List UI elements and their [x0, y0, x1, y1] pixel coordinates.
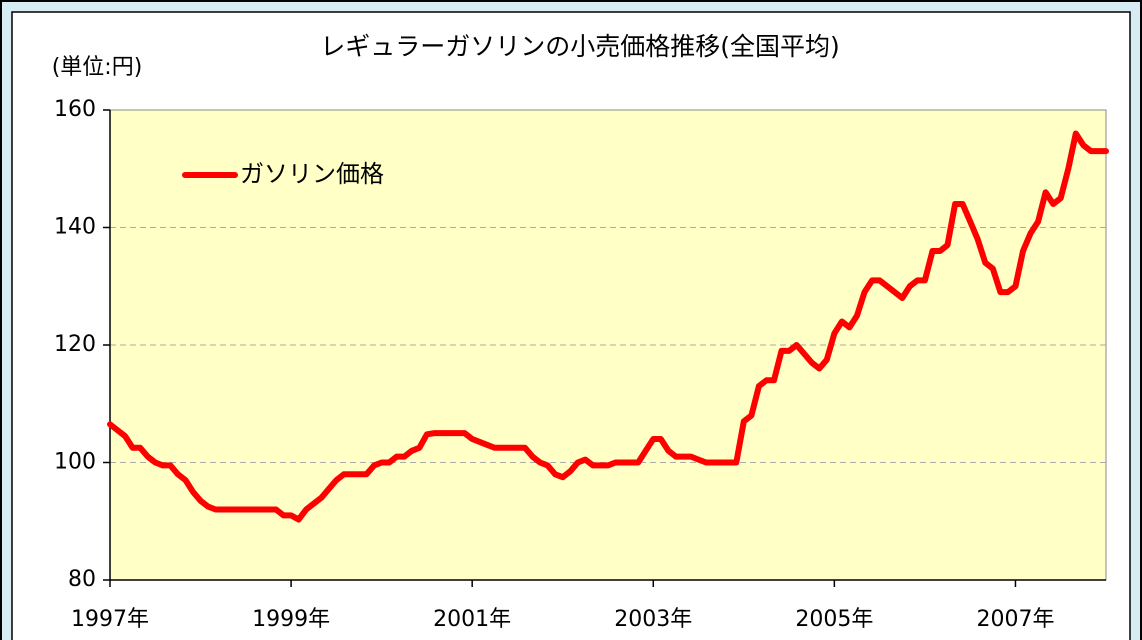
x-tick-label: 1999年 [252, 607, 330, 632]
chart-title: レギュラーガソリンの小売価格推移(全国平均) [320, 32, 840, 61]
line [107, 130, 1109, 523]
y-tick-label: 160 [54, 97, 96, 122]
x-tick-label: 2007年 [976, 607, 1054, 632]
y-tick-label: 120 [54, 332, 96, 357]
x-tick-label: 2005年 [795, 607, 873, 632]
y-tick-label: 80 [68, 567, 96, 592]
y-axis-label: (単位:円) [52, 55, 143, 80]
y-tick-label: 100 [54, 450, 96, 475]
x-tick-label: 1997年 [71, 607, 149, 632]
x-tick-label: 2003年 [614, 607, 692, 632]
legend-label: ガソリン価格 [240, 160, 384, 188]
x-tick-label: 2001年 [433, 607, 511, 632]
y-tick-label: 140 [54, 215, 96, 240]
